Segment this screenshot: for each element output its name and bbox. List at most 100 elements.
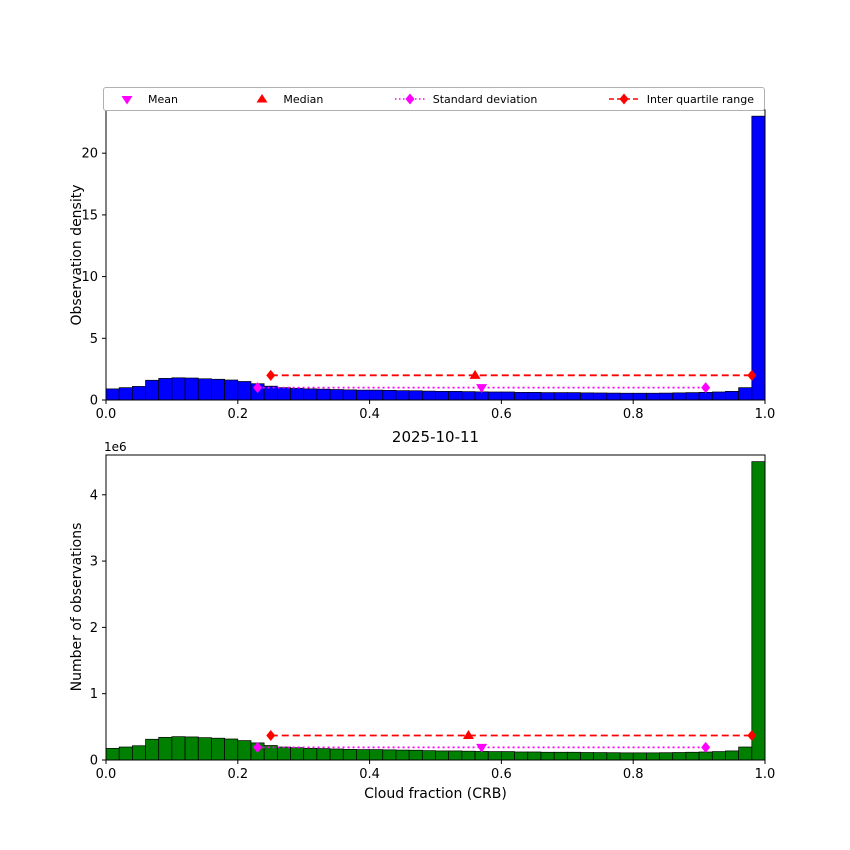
histogram-bar xyxy=(632,752,647,761)
x-tick-label: 1.0 xyxy=(755,407,776,422)
legend-item-mean: Mean xyxy=(112,92,178,106)
std-lower-marker xyxy=(253,382,263,394)
legend-item-std: Standard deviation xyxy=(393,92,537,106)
histogram-bar xyxy=(751,115,766,401)
legend-label-iqr: Inter quartile range xyxy=(646,92,754,106)
histogram-bar xyxy=(132,386,146,401)
histogram-bar xyxy=(171,736,186,761)
legend-item-iqr: Inter quartile range xyxy=(607,92,754,106)
y-tick-label: 1 xyxy=(90,687,98,702)
histogram-bar xyxy=(184,377,199,401)
histogram-bar xyxy=(751,461,766,761)
iqr-marker-icon xyxy=(608,93,639,105)
histogram-bar xyxy=(118,387,133,401)
histogram-bar xyxy=(698,391,713,401)
y-tick-label: 5 xyxy=(90,332,98,347)
histogram-bar xyxy=(276,746,291,761)
histogram-bar xyxy=(316,748,331,761)
histogram-bar xyxy=(698,751,713,761)
y-tick-label: 2 xyxy=(90,621,98,636)
y-tick-label: 20 xyxy=(81,147,98,162)
histogram-bar xyxy=(145,379,160,401)
histogram-bar xyxy=(527,751,542,761)
histogram-bar xyxy=(105,388,120,401)
histogram-bar xyxy=(276,387,291,401)
legend-item-median: Median xyxy=(247,92,323,106)
histogram-bar xyxy=(395,749,410,761)
bottom-y-axis-label: Number of observations xyxy=(69,522,85,692)
x-tick-label: 0.6 xyxy=(491,407,512,422)
std-marker-icon xyxy=(394,93,425,105)
histogram-bar xyxy=(421,390,436,401)
histogram-bar xyxy=(408,390,423,401)
histogram-bar xyxy=(685,751,700,761)
histogram-bar xyxy=(540,392,555,401)
iqr-upper-marker xyxy=(747,369,757,381)
histogram-bar xyxy=(461,391,476,401)
histogram-bar xyxy=(303,747,318,761)
y-tick-label: 3 xyxy=(90,555,98,570)
number-of-observations-chart: 0 1 2 3 4 0.0 0.2 0.4 0.6 0.8 1.0 1e6 xyxy=(90,440,776,782)
histogram-bar xyxy=(342,389,357,401)
histogram-bar xyxy=(487,391,502,401)
histogram-bar xyxy=(118,746,133,761)
x-tick-label: 0.2 xyxy=(227,767,248,782)
plot-border xyxy=(105,454,766,761)
histogram-bar xyxy=(580,752,595,761)
legend-label-median: Median xyxy=(283,92,324,106)
histogram-bar xyxy=(237,381,252,401)
histogram-bar xyxy=(329,389,344,401)
legend: Mean Median Standard deviation Inter qua… xyxy=(103,87,765,111)
x-tick-label: 0.0 xyxy=(96,767,117,782)
histogram-bar xyxy=(435,750,450,761)
histogram-bar xyxy=(725,750,739,761)
histogram-bar xyxy=(197,737,212,761)
x-tick-label: 0.0 xyxy=(96,407,117,422)
histogram-bar xyxy=(501,751,515,761)
histogram-bar xyxy=(184,736,199,761)
histogram-bar xyxy=(738,746,753,761)
histogram-bar xyxy=(171,377,186,401)
legend-label-mean: Mean xyxy=(148,92,178,106)
histogram-bar xyxy=(369,749,384,761)
plot-border xyxy=(105,109,766,401)
histogram-bar xyxy=(619,392,634,401)
histogram-bar xyxy=(738,387,753,401)
y-tick-label: 15 xyxy=(81,208,98,223)
histogram-bar xyxy=(646,752,660,761)
median-marker xyxy=(469,369,481,379)
x-tick-label: 0.4 xyxy=(359,767,380,782)
histogram-bar xyxy=(342,749,357,761)
histogram-bar xyxy=(145,738,160,761)
x-tick-label: 0.8 xyxy=(623,407,644,422)
histogram-bar xyxy=(158,736,173,761)
histogram-bar xyxy=(224,738,239,761)
y-tick-label: 0 xyxy=(90,394,98,409)
histogram-bar xyxy=(711,391,726,401)
median-marker xyxy=(462,729,474,739)
iqr-lower-marker xyxy=(266,369,276,381)
histogram-bar xyxy=(132,745,146,761)
iqr-lower-marker xyxy=(266,729,276,741)
histogram-bar xyxy=(356,749,370,761)
histogram-bar xyxy=(197,378,212,401)
histogram-bar xyxy=(672,392,687,401)
std-upper-marker xyxy=(701,382,711,394)
histogram-bar xyxy=(211,737,225,761)
y-axis-offset-text: 1e6 xyxy=(104,440,127,454)
iqr-upper-marker xyxy=(747,729,757,741)
histogram-bar xyxy=(593,752,608,761)
mean-marker-icon xyxy=(121,96,133,105)
histogram-bar xyxy=(553,751,568,761)
histogram-bar xyxy=(448,391,463,401)
histogram-bar xyxy=(527,391,542,401)
histogram-bar xyxy=(224,379,239,401)
histogram-bar xyxy=(514,751,529,761)
x-tick-label: 0.2 xyxy=(227,407,248,422)
histogram-bar xyxy=(421,750,436,761)
x-tick-label: 0.6 xyxy=(491,767,512,782)
x-tick-label: 0.8 xyxy=(623,767,644,782)
histogram-bar xyxy=(566,392,581,401)
histogram-bar xyxy=(395,390,410,401)
